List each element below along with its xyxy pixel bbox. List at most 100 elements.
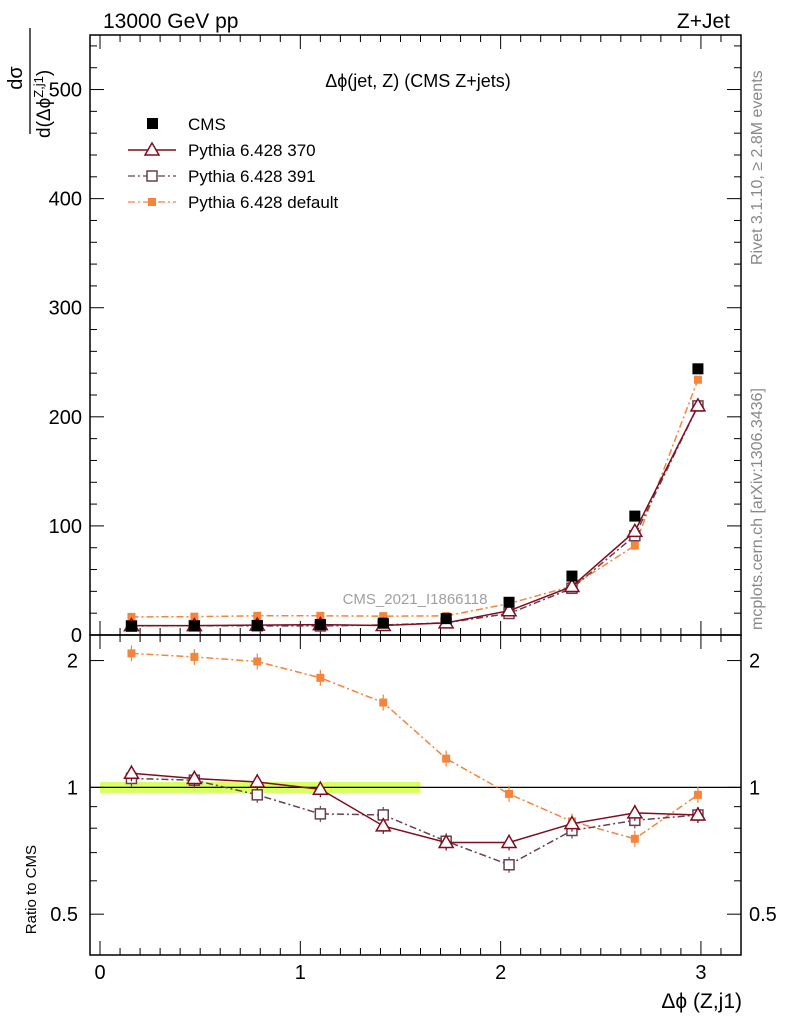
main-y-tick-label: 400 — [49, 189, 82, 211]
ratio-point-pythia-6-428-default — [442, 754, 451, 763]
main-axis-ticks: 0 100 200 300 400 500 — [49, 35, 742, 647]
ratio-series-group — [123, 645, 707, 873]
ratio-point-pythia-6-428-370 — [186, 769, 203, 785]
point-pythia-6-428-default — [316, 611, 325, 620]
legend-label-pythia-391: Pythia 6.428 391 — [188, 167, 316, 186]
x-tick-label: 1 — [295, 962, 306, 984]
point-cms — [629, 510, 641, 522]
y-label-numerator: dσ — [5, 66, 27, 90]
main-y-tick-label: 300 — [49, 298, 82, 320]
legend-item-pythia-default: Pythia 6.428 default — [128, 193, 339, 212]
point-cms — [251, 619, 263, 631]
ratio-y-tick-label: 1 — [67, 777, 78, 799]
point-pythia-6-428-default — [190, 612, 199, 621]
ratio-point-pythia-6-428-370 — [500, 833, 518, 849]
series-line-pythia-6-428-370 — [131, 405, 699, 627]
point-pythia-6-428-default — [253, 611, 262, 620]
ratio-panel: 0.5 0.5 1 1 2 2 0 1 2 3 Ratio to CMS Δϕ (Z,j1) — [23, 634, 777, 1013]
ratio-point-pythia-6-428-default — [253, 657, 262, 666]
main-y-tick-label: 500 — [49, 80, 82, 102]
ratio-y-tick-label: 0.5 — [50, 904, 78, 926]
point-pythia-6-428-default — [127, 612, 136, 621]
point-cms — [440, 613, 452, 625]
ratio-series-pythia-6-428-370 — [123, 764, 707, 851]
legend-label-pythia-370: Pythia 6.428 370 — [188, 141, 316, 160]
point-cms — [314, 619, 326, 631]
ratio-point-pythia-6-428-370 — [374, 817, 392, 832]
ratio-y-tick-label-right: 0.5 — [749, 904, 777, 926]
ratio-point-pythia-6-428-default — [316, 673, 325, 682]
ratio-point-pythia-6-428-391 — [251, 789, 264, 801]
legend-item-pythia-391: Pythia 6.428 391 — [128, 167, 316, 186]
point-pythia-6-428-370 — [500, 602, 518, 617]
point-cms — [377, 617, 389, 629]
legend-item-pythia-370: Pythia 6.428 370 — [128, 141, 316, 160]
x-axis-label: Δϕ (Z,j1) — [661, 990, 742, 1013]
main-y-tick-label: 200 — [49, 407, 82, 429]
main-y-tick-label: 100 — [49, 516, 82, 538]
ratio-point-pythia-6-428-370 — [626, 804, 644, 819]
legend-label-pythia-default: Pythia 6.428 default — [188, 193, 339, 212]
ratio-point-pythia-6-428-370 — [248, 773, 266, 788]
ratio-point-pythia-6-428-default — [693, 790, 702, 799]
x-tick-label: 3 — [695, 962, 706, 984]
series-pythia-6-428-default — [127, 375, 702, 621]
y-label-denominator: d(ΔϕZ,j1) — [31, 70, 55, 138]
point-cms — [188, 620, 200, 632]
point-cms — [692, 363, 704, 375]
legend-marker-pythia-370 — [143, 141, 161, 156]
point-cms — [566, 570, 578, 582]
mcplots-label: mcplots.cern.ch [arXiv:1306.3436] — [749, 388, 766, 630]
series-line-pythia-6-428-default — [131, 379, 699, 618]
point-pythia-6-428-default — [630, 541, 639, 550]
point-pythia-6-428-370 — [626, 522, 644, 538]
legend-marker-pythia-default — [148, 198, 156, 206]
ratio-point-pythia-6-428-default — [505, 789, 514, 798]
chart-title: Δϕ(jet, Z) (CMS Z+jets) — [325, 71, 511, 91]
legend-marker-pythia-391 — [146, 170, 158, 182]
point-cms — [125, 620, 137, 632]
main-y-tick-label: 0 — [71, 625, 82, 647]
ratio-point-pythia-6-428-default — [127, 649, 136, 658]
process-label: Z+Jet — [677, 10, 730, 33]
ratio-line-pythia-6-428-370 — [131, 772, 698, 844]
point-pythia-6-428-370 — [563, 577, 581, 593]
series-cms — [125, 363, 704, 632]
energy-label: 13000 GeV pp — [103, 10, 238, 33]
point-pythia-6-428-370 — [689, 397, 707, 412]
ratio-point-pythia-6-428-370 — [312, 780, 329, 795]
ratio-point-pythia-6-428-370 — [437, 833, 455, 849]
ratio-point-pythia-6-428-default — [379, 698, 388, 707]
ratio-point-pythia-6-428-370 — [123, 764, 140, 780]
ratio-y-tick-label: 2 — [67, 651, 78, 673]
ratio-point-pythia-6-428-391 — [503, 859, 515, 871]
ratio-point-pythia-6-428-370 — [563, 815, 581, 830]
ratio-point-pythia-6-428-default — [190, 652, 199, 661]
ratio-line-pythia-6-428-default — [131, 652, 699, 840]
legend-label-cms: CMS — [188, 115, 226, 134]
main-panel: 0 100 200 300 400 500 Δϕ(jet, Z) (CMS Z+jets)… — [5, 28, 742, 647]
watermark: CMS_2021_I1866118 — [343, 591, 488, 608]
rivet-version-label: Rivet 3.1.10, ≥ 2.8M events — [749, 70, 766, 265]
ratio-series-pythia-6-428-default — [127, 645, 702, 847]
main-y-axis-label: dσ d(ΔϕZ,j1) — [5, 28, 55, 138]
point-pythia-6-428-default — [379, 612, 388, 621]
x-tick-label: 0 — [94, 962, 105, 984]
legend: CMS Pythia 6.428 370 Pythia 6.428 391 Py… — [128, 115, 339, 212]
legend-marker-cms — [147, 118, 158, 129]
ratio-axis-ticks: 0.5 0.5 1 1 2 2 0 1 2 3 — [50, 635, 777, 984]
ratio-y-tick-label-right: 1 — [749, 777, 760, 799]
ratio-y-tick-label-right: 2 — [749, 651, 760, 673]
point-pythia-6-428-default — [693, 375, 702, 384]
ratio-point-pythia-6-428-391 — [314, 808, 327, 820]
ratio-point-pythia-6-428-370 — [689, 806, 707, 821]
ratio-frame — [89, 634, 742, 956]
x-tick-label: 2 — [495, 962, 506, 984]
ratio-y-axis-label: Ratio to CMS — [23, 845, 40, 934]
point-cms — [503, 596, 515, 608]
ratio-line-pythia-6-428-391 — [131, 777, 698, 866]
ratio-point-pythia-6-428-default — [630, 834, 639, 843]
legend-item-cms: CMS — [147, 115, 226, 134]
main-series-group — [123, 363, 707, 632]
